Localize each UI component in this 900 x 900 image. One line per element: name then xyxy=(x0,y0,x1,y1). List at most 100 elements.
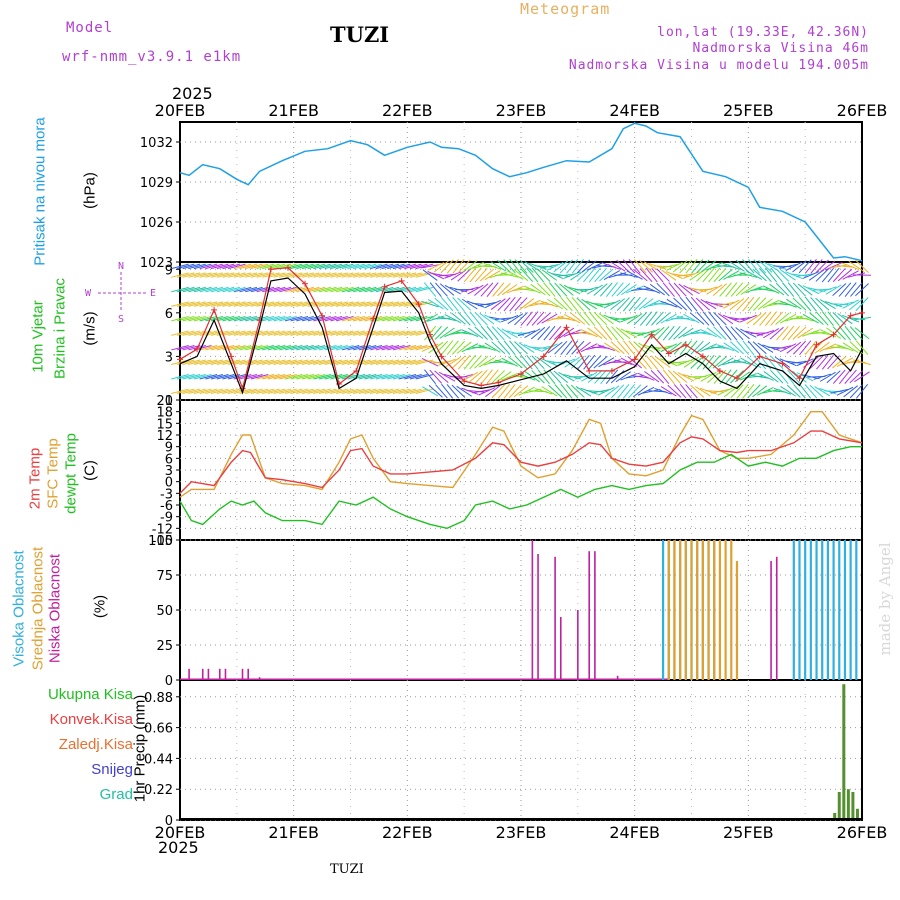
wind-arrow xyxy=(490,261,507,272)
wind-arrow xyxy=(756,330,775,337)
wind-arrow xyxy=(387,286,405,293)
wind-arrow xyxy=(779,263,797,269)
wind-arrow xyxy=(381,263,400,270)
wind-arrow xyxy=(509,340,522,355)
wind-arrow xyxy=(503,296,516,312)
wind-arrow xyxy=(381,301,400,307)
x-tick-label-bottom: 20FEB xyxy=(155,823,206,842)
wind-speed-line xyxy=(179,277,863,395)
wind-arrow xyxy=(335,330,354,336)
wind-arrow xyxy=(634,259,647,274)
wind-arrow xyxy=(205,359,223,365)
wind-arrow xyxy=(484,342,501,353)
wind-gust-marker xyxy=(478,382,485,389)
y-tick-label: 15 xyxy=(156,417,173,432)
wind-arrow xyxy=(656,326,670,341)
wind-arrow xyxy=(387,344,405,351)
wind-arrow xyxy=(171,344,189,351)
wind-arrow xyxy=(324,272,343,278)
wind-arrow xyxy=(307,359,326,365)
wind-arrow xyxy=(691,259,704,274)
wind-gust-marker xyxy=(518,370,524,377)
wind-arrow xyxy=(463,267,477,283)
y-tick-label: 0.44 xyxy=(144,752,173,767)
wind-arrow xyxy=(485,385,501,398)
wind-arrow xyxy=(713,311,727,326)
wind-arrow xyxy=(233,330,252,336)
wind-arrow xyxy=(267,286,286,293)
wind-arrow xyxy=(290,388,309,394)
wind-arrow xyxy=(717,386,734,396)
wind-arrow xyxy=(341,263,360,270)
wind-arrow xyxy=(598,312,614,325)
y-tick-label: -3 xyxy=(160,487,173,502)
wind-arrow xyxy=(581,371,598,382)
wind-arrow xyxy=(199,374,218,380)
wind-arrow xyxy=(702,267,715,283)
wind-gust-marker xyxy=(177,356,183,363)
precip-bar xyxy=(846,789,850,820)
wind-arrow xyxy=(290,359,309,365)
wind-arrow xyxy=(496,371,512,383)
wind-arrow xyxy=(519,259,534,273)
wind-arrow xyxy=(205,330,223,336)
wind-arrow xyxy=(614,359,633,365)
wind-arrow xyxy=(256,330,275,336)
y-tick-label: 6 xyxy=(165,307,173,322)
x-tick-label-bottom: 26FEB xyxy=(837,823,888,842)
wind-arrow xyxy=(462,298,478,310)
wind-arrow xyxy=(233,315,252,322)
wind-arrow xyxy=(665,360,684,365)
wind-arrow xyxy=(683,313,700,324)
wind-arrow xyxy=(341,315,360,322)
high-cloud-bar xyxy=(804,540,807,680)
wind-arrow xyxy=(637,386,655,396)
wind-arrow xyxy=(497,297,511,311)
wind-arrow xyxy=(290,272,309,278)
y-tick-label: 1023 xyxy=(140,256,173,271)
x-tick-label-bottom: 22FEB xyxy=(382,823,433,842)
high-cloud-bar xyxy=(849,540,852,680)
wind-arrow xyxy=(222,301,240,307)
wind-arrow xyxy=(210,272,229,278)
wind-arrow xyxy=(415,286,434,293)
wind-arrow xyxy=(205,263,223,270)
wind-gust-marker xyxy=(682,341,689,348)
wind-arrow xyxy=(205,315,223,322)
wind-arrow xyxy=(318,374,337,380)
wind-arrow xyxy=(603,314,621,323)
wind-arrow xyxy=(307,388,326,394)
wind-arrow xyxy=(679,383,692,399)
wind-arrow xyxy=(375,344,394,351)
wind-arrow xyxy=(773,345,792,351)
wind-arrow xyxy=(324,330,343,336)
wind-arrow xyxy=(673,326,687,340)
wind-arrow xyxy=(347,344,366,351)
wind-arrow xyxy=(290,315,309,322)
wind-arrow xyxy=(765,267,778,283)
wind-arrow xyxy=(415,344,434,351)
wind-arrow xyxy=(700,371,717,382)
year-top: 2025 xyxy=(172,84,213,103)
wind-arrow xyxy=(725,369,738,384)
wind-arrow xyxy=(620,272,638,278)
wind-arrow xyxy=(730,384,744,399)
compass-e: E xyxy=(150,288,157,299)
x-tick-label-top: 23FEB xyxy=(496,101,547,120)
mid-cloud-bar xyxy=(724,540,727,680)
wind-arrow xyxy=(650,370,665,384)
low-cloud-bar xyxy=(577,610,579,680)
wind-arrow xyxy=(171,301,189,307)
wind-gust-marker xyxy=(438,353,445,360)
wind-arrow xyxy=(628,258,641,274)
wind-arrow xyxy=(301,286,320,293)
wind-arrow xyxy=(837,268,853,282)
wind-arrow xyxy=(820,260,836,273)
wind-arrow xyxy=(495,359,513,365)
high-cloud-bar xyxy=(815,540,818,680)
wind-arrow xyxy=(290,263,309,270)
wind-arrow xyxy=(605,282,618,297)
wind-arrow xyxy=(239,301,258,307)
wind-arrow xyxy=(256,272,275,278)
wind-arrow xyxy=(404,374,422,380)
